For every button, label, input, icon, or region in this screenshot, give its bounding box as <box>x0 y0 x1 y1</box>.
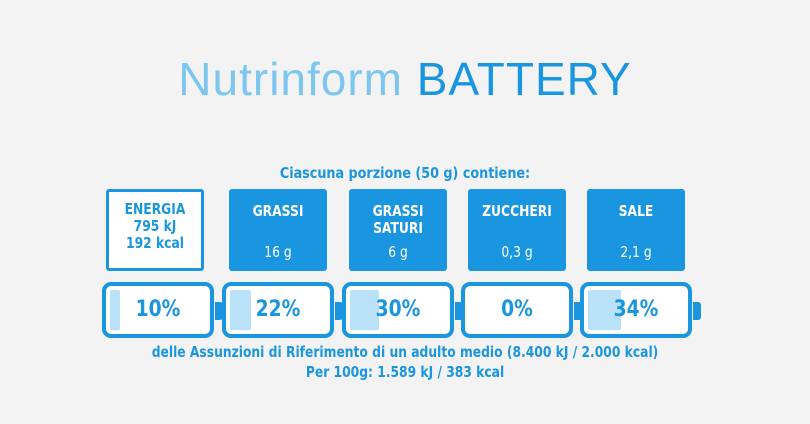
battery-fill <box>350 290 379 330</box>
nutrient-value: 6 g <box>388 243 408 261</box>
nutrient-card-energy: ENERGIA 795 kJ 192 kcal <box>106 189 204 271</box>
nutrient-card-saturated-fat: GRASSI SATURI 6 g <box>349 189 447 271</box>
nutrient-card-sugars: ZUCCHERI 0,3 g <box>468 189 566 271</box>
battery-sugars: 0% <box>461 282 582 338</box>
title-part-1: Nutrinform <box>178 53 404 105</box>
page-title: Nutrinform BATTERY <box>0 52 810 106</box>
battery-fat: 22% <box>222 282 343 338</box>
nutrient-label: SATURI <box>373 219 423 237</box>
battery-saturated-fat: 30% <box>342 282 463 338</box>
battery-fill <box>588 290 621 330</box>
nutrient-label: GRASSI <box>372 202 424 220</box>
nutrient-label: GRASSI <box>252 202 304 220</box>
battery-energy: 10% <box>102 282 223 338</box>
nutrient-value: 795 kJ <box>133 217 177 235</box>
battery-percent: 22% <box>255 297 301 322</box>
portion-text: Ciascuna porzione (50 g) contiene: <box>279 164 531 182</box>
nutrient-card-salt: SALE 2,1 g <box>587 189 685 271</box>
battery-fill <box>230 290 252 330</box>
nutrient-value: 192 kcal <box>126 234 184 252</box>
nutrient-value: 16 g <box>264 243 292 261</box>
nutrient-label: ZUCCHERI <box>482 202 552 220</box>
battery-salt: 34% <box>580 282 701 338</box>
nutrient-label: ENERGIA <box>124 200 186 218</box>
battery-percent: 0% <box>501 297 533 322</box>
nutrient-label: SALE <box>618 202 654 220</box>
battery-fill <box>110 290 120 330</box>
nutrient-value: 2,1 g <box>620 243 652 261</box>
battery-percent: 10% <box>135 297 181 322</box>
battery-percent: 30% <box>375 297 421 322</box>
title-part-2: BATTERY <box>416 53 632 105</box>
per-100g-note: Per 100g: 1.589 kJ / 383 kcal <box>305 363 505 381</box>
nutrient-value: 0,3 g <box>501 243 533 261</box>
nutrient-card-fat: GRASSI 16 g <box>229 189 327 271</box>
reference-intake-note: delle Assunzioni di Riferimento di un ad… <box>151 343 659 361</box>
battery-percent: 34% <box>613 297 659 322</box>
